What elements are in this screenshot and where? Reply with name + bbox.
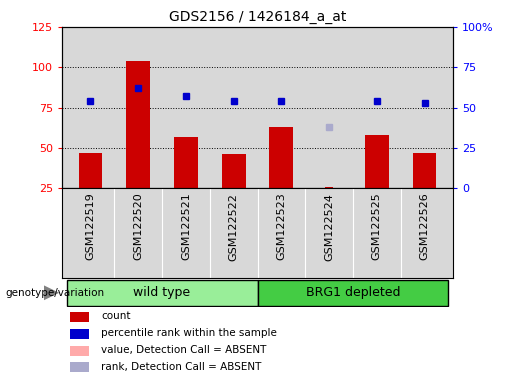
Bar [70,312,89,322]
Text: GSM122522: GSM122522 [229,193,238,261]
Text: rank, Detection Call = ABSENT: rank, Detection Call = ABSENT [101,362,261,372]
Title: GDS2156 / 1426184_a_at: GDS2156 / 1426184_a_at [169,10,346,25]
Bar [70,346,89,356]
Bar [70,329,89,339]
Text: genotype/variation: genotype/variation [5,288,104,298]
Bar [269,127,294,188]
Bar [221,154,246,188]
Polygon shape [44,285,59,300]
Text: percentile rank within the sample: percentile rank within the sample [101,328,277,338]
Bar [66,280,258,306]
Text: GSM122525: GSM122525 [372,193,382,260]
Text: GSM122524: GSM122524 [324,193,334,261]
Bar [126,61,150,188]
Text: BRG1 depleted: BRG1 depleted [306,286,400,299]
Bar [413,153,437,188]
Bar [174,137,198,188]
Bar [78,153,102,188]
Text: GSM122523: GSM122523 [277,193,286,260]
Bar [70,362,89,372]
Text: GSM122526: GSM122526 [420,193,430,260]
Text: GSM122520: GSM122520 [133,193,143,260]
Bar [365,135,389,188]
Text: GSM122519: GSM122519 [85,193,95,260]
Text: value, Detection Call = ABSENT: value, Detection Call = ABSENT [101,345,266,355]
Bar [325,187,333,188]
Bar [258,280,449,306]
Text: wild type: wild type [133,286,191,299]
Text: GSM122521: GSM122521 [181,193,191,260]
Text: count: count [101,311,130,321]
